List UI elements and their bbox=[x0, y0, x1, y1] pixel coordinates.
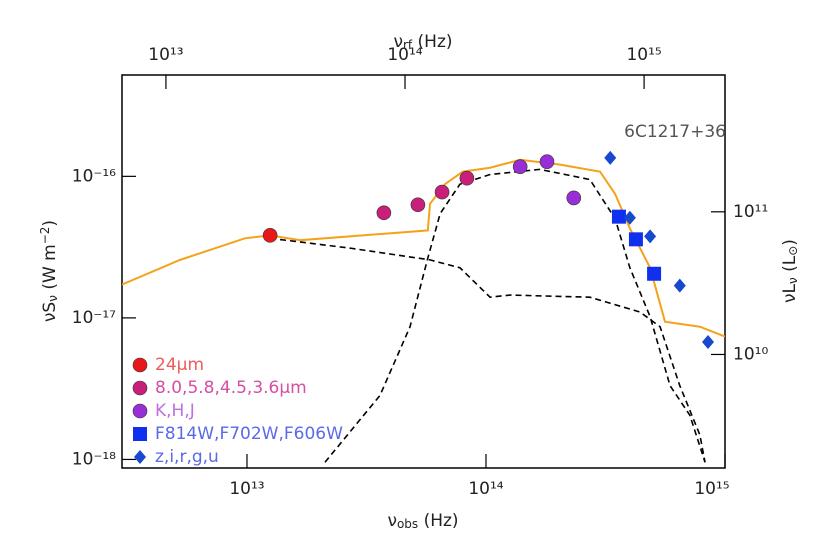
legend-marker bbox=[132, 380, 148, 396]
x2-tick-label: 10¹⁴ bbox=[387, 45, 422, 65]
x2-axis-label: νrf (Hz) bbox=[393, 32, 452, 52]
legend-label: z,i,r,g,u bbox=[155, 447, 219, 467]
point bbox=[512, 159, 528, 174]
x-axis-label-part: obs bbox=[397, 517, 418, 531]
y-tick-label: 10⁻¹⁷ bbox=[72, 308, 116, 328]
x2-tick-label: 10¹⁵ bbox=[626, 45, 661, 65]
y-tick-label: 10⁻¹⁸ bbox=[72, 449, 116, 469]
legend-marker bbox=[132, 357, 148, 373]
y-axis-label-part: ) bbox=[40, 220, 60, 227]
legend-marker bbox=[133, 427, 147, 441]
y2-axis-label-part: ) bbox=[780, 239, 800, 246]
model-component bbox=[324, 168, 706, 463]
point bbox=[673, 278, 686, 293]
plot-frame bbox=[121, 74, 726, 469]
x2-axis-label-part: (Hz) bbox=[412, 32, 452, 52]
point bbox=[434, 184, 450, 200]
point bbox=[376, 205, 392, 221]
x2-tick-label: 10¹³ bbox=[148, 45, 183, 65]
point bbox=[623, 210, 636, 225]
legend-label: F814W,F702W,F606W bbox=[155, 424, 343, 444]
y-axis-label-part: −2 bbox=[38, 227, 52, 245]
x-tick-label: 10¹⁵ bbox=[694, 479, 729, 499]
y2-axis-label-part: ν bbox=[786, 277, 800, 284]
point bbox=[644, 229, 657, 244]
y-axis-label-part: νS bbox=[40, 302, 60, 322]
y-axis-label: νSν (W m−2) bbox=[38, 220, 60, 322]
point bbox=[566, 190, 582, 206]
y2-tick-label: 10¹⁰ bbox=[733, 344, 768, 364]
point bbox=[647, 266, 662, 281]
point bbox=[604, 150, 617, 165]
point bbox=[262, 228, 278, 243]
annotation: 6C1217+36 bbox=[624, 122, 726, 142]
y-axis-label-part: (W m bbox=[40, 244, 60, 295]
y-tick-label: 10⁻¹⁶ bbox=[72, 166, 116, 186]
y2-axis-label-part: (L bbox=[780, 255, 800, 277]
point bbox=[410, 197, 426, 213]
x-axis-label-part: ν bbox=[387, 511, 397, 531]
legend-label: K,H,J bbox=[155, 401, 195, 421]
x-tick-label: 10¹³ bbox=[229, 479, 264, 499]
legend-label: 8.0,5.8,4.5,3.6μm bbox=[155, 378, 307, 398]
legend-label: 24μm bbox=[155, 355, 204, 375]
y2-tick-label: 10¹¹ bbox=[733, 202, 768, 222]
y2-axis-label: νLν (L⊙) bbox=[780, 239, 800, 303]
x2-axis-label-part: rf bbox=[403, 38, 413, 52]
y2-axis-label-part: νL bbox=[780, 283, 800, 302]
legend-marker bbox=[132, 403, 148, 419]
x-tick-label: 10¹⁴ bbox=[468, 479, 503, 499]
point bbox=[539, 154, 555, 169]
point bbox=[611, 209, 626, 224]
legend-marker bbox=[134, 450, 146, 464]
y2-axis-label-part: ⊙ bbox=[786, 246, 800, 256]
point bbox=[702, 334, 715, 349]
point bbox=[628, 232, 643, 247]
point bbox=[459, 170, 475, 186]
model-component bbox=[270, 237, 706, 463]
x2-axis-label-part: ν bbox=[393, 32, 403, 52]
x-axis-label-part: (Hz) bbox=[418, 511, 458, 531]
y-axis-label-part: ν bbox=[46, 295, 60, 302]
x-axis-label: νobs (Hz) bbox=[387, 511, 458, 531]
